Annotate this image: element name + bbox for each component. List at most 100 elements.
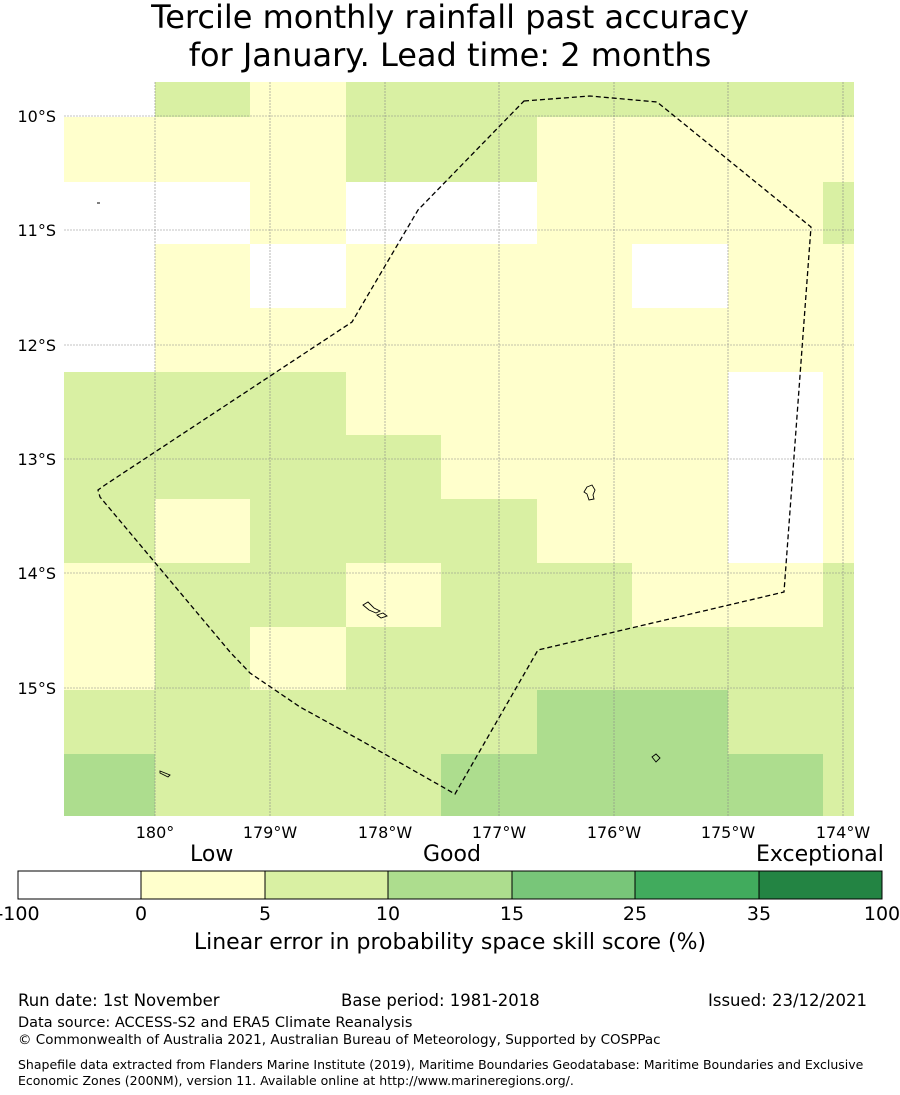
longitude-label: 174°W [816, 823, 871, 842]
colorbar [17, 870, 883, 900]
skill-cell [155, 563, 250, 627]
skill-cell [346, 754, 441, 816]
skill-cell [155, 82, 250, 117]
skill-cell [632, 563, 728, 627]
colorbar-segment [758, 870, 883, 900]
colorbar-tick-label: 10 [376, 903, 400, 925]
skill-cell [155, 308, 250, 372]
skill-cell [728, 308, 823, 372]
latitude-labels: 10°S 11°S 12°S 13°S 14°S 15°S [17, 107, 56, 698]
skill-cell [64, 499, 155, 563]
colorbar-tick-label: 5 [259, 903, 271, 925]
skill-cell [823, 754, 854, 816]
skill-cell [441, 754, 537, 816]
skill-cell [632, 435, 728, 499]
colorbar-ticks: -100 0 5 10 15 25 35 100 [0, 903, 900, 925]
skill-cell [250, 117, 346, 182]
skill-cell [250, 435, 346, 499]
eez-boundary [97, 95, 812, 795]
skill-cell [537, 435, 632, 499]
skill-cell [537, 627, 632, 690]
skill-cell [441, 499, 537, 563]
skill-cell [250, 754, 346, 816]
skill-cell [64, 117, 155, 182]
skill-cell [441, 690, 537, 754]
skill-cell [346, 244, 441, 308]
skill-cell [155, 372, 250, 435]
shapefile-credit: Shapefile data extracted from Flanders M… [18, 1057, 864, 1088]
colorbar-tick-label: 35 [747, 903, 771, 925]
skill-cell [346, 627, 441, 690]
skill-cell [537, 690, 632, 754]
skill-cell [632, 690, 728, 754]
skill-cell [64, 82, 155, 117]
longitude-label: 179°W [243, 823, 298, 842]
skill-cell [537, 82, 632, 117]
skill-cell [346, 563, 441, 627]
skill-cell [632, 372, 728, 435]
skill-cell [346, 372, 441, 435]
skill-cell [823, 627, 854, 690]
skill-cell [537, 308, 632, 372]
issued-date: Issued: 23/12/2021 [708, 991, 868, 1010]
skill-cell [728, 117, 823, 182]
skill-cell [632, 308, 728, 372]
skill-cell [346, 690, 441, 754]
skill-cell [632, 117, 728, 182]
skill-cell [346, 435, 441, 499]
skill-cell [64, 372, 155, 435]
colorbar-segment [511, 870, 636, 900]
skill-cell [155, 182, 250, 244]
run-date: Run date: 1st November [18, 991, 220, 1010]
longitude-label: 177°W [472, 823, 527, 842]
island-reef-west [159, 770, 171, 778]
skill-cell [632, 82, 728, 117]
skill-cell [346, 117, 441, 182]
longitude-labels: 180° 179°W 178°W 177°W 176°W 175°W 174°W [136, 823, 871, 842]
skill-cell [728, 244, 823, 308]
skill-cell [441, 308, 537, 372]
colorbar-segment [387, 870, 513, 900]
skill-cell [441, 117, 537, 182]
latitude-label: 15°S [17, 679, 56, 698]
skill-cell [155, 499, 250, 563]
skill-cell [250, 627, 346, 690]
colorbar-segment [17, 870, 142, 900]
skill-cell [823, 308, 854, 372]
skill-cell [250, 690, 346, 754]
skill-cell [823, 244, 854, 308]
colorbar-segment [264, 870, 389, 900]
skill-cell [64, 308, 155, 372]
longitude-label: 176°W [587, 823, 642, 842]
skill-cell [346, 182, 441, 244]
skill-cell [441, 244, 537, 308]
skill-cell [537, 372, 632, 435]
skill-cell [155, 627, 250, 690]
base-period: Base period: 1981-2018 [341, 991, 540, 1010]
skill-grid [64, 82, 854, 816]
skill-cell [155, 117, 250, 182]
colorbar-label-good: Good [423, 842, 481, 867]
skill-cell [632, 754, 728, 816]
latitude-label: 11°S [17, 221, 56, 240]
colorbar-tick-label: -100 [0, 903, 40, 925]
skill-cell [537, 117, 632, 182]
skill-cell [728, 82, 823, 117]
skill-cell [441, 372, 537, 435]
skill-cell [823, 563, 854, 627]
colorbar-segment [140, 870, 266, 900]
skill-cell [250, 308, 346, 372]
colorbar-tick-label: 100 [864, 903, 900, 925]
island-small-south [651, 753, 661, 763]
copyright: © Commonwealth of Australia 2021, Austra… [18, 1032, 661, 1048]
skill-cell [728, 563, 823, 627]
skill-cell [441, 82, 537, 117]
skill-cell [537, 499, 632, 563]
skill-cell [632, 244, 728, 308]
skill-cell [441, 627, 537, 690]
longitude-label: 180° [136, 823, 175, 842]
colorbar-tick-label: 0 [135, 903, 147, 925]
skill-cell [728, 690, 823, 754]
skill-cell [346, 82, 441, 117]
skill-cell [632, 499, 728, 563]
